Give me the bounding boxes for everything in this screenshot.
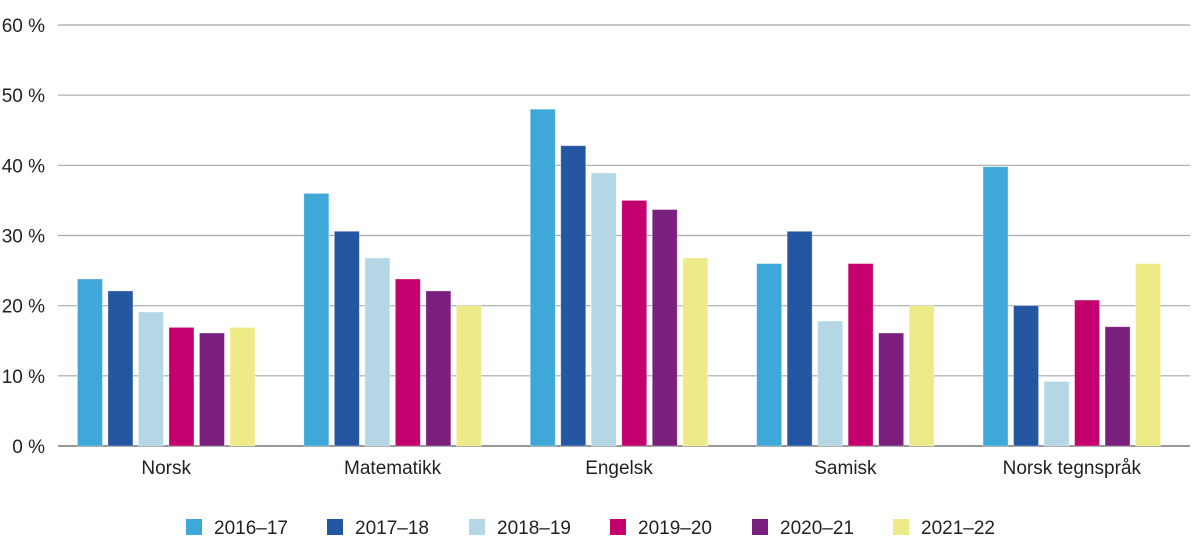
legend-label: 2019–20	[638, 518, 712, 539]
bar	[1013, 305, 1039, 447]
bar	[229, 327, 256, 447]
bar	[817, 320, 844, 447]
legend-label: 2016–17	[214, 518, 288, 539]
bar	[682, 257, 709, 447]
x-tick-label: Matematikk	[344, 458, 442, 479]
x-axis-tick-labels: Norsk Matematikk Engelsk Samisk Norsk tegnsp…	[141, 458, 1141, 479]
y-tick-label: 30 %	[2, 227, 45, 248]
legend-item: 2019–20	[610, 518, 712, 539]
legend-swatch	[610, 519, 626, 535]
bar	[621, 200, 648, 447]
legend-item: 2016–17	[186, 518, 288, 539]
x-tick-label: Norsk	[141, 458, 191, 479]
legend-label: 2021–22	[921, 518, 995, 539]
legend-item: 2021–22	[893, 518, 995, 539]
legend-label: 2018–19	[497, 518, 571, 539]
bar	[77, 278, 103, 447]
bar	[394, 278, 421, 447]
bar	[908, 305, 935, 447]
y-tick-label: 50 %	[2, 86, 45, 107]
bar	[529, 108, 556, 447]
bar	[847, 263, 874, 447]
bar	[982, 166, 1009, 447]
bar	[333, 230, 360, 447]
legend: 2016–17 2017–18 2018–19 2019–20 2020–21 2021–…	[186, 518, 995, 539]
bar	[303, 192, 330, 447]
bar	[168, 327, 195, 447]
y-axis-tick-labels: 0 % 10 % 20 % 30 % 40 % 50 % 60 %	[2, 16, 45, 458]
legend-label: 2020–21	[780, 518, 854, 539]
y-tick-label: 0 %	[12, 437, 45, 458]
legend-item: 2020–21	[752, 518, 854, 539]
x-tick-label: Engelsk	[585, 458, 653, 479]
bar	[786, 230, 813, 447]
x-tick-label: Norsk tegnspråk	[1003, 458, 1142, 479]
legend-swatch	[893, 519, 909, 535]
bar	[1074, 299, 1100, 447]
bar	[651, 209, 678, 447]
bar	[878, 332, 905, 447]
legend-item: 2017–18	[327, 518, 429, 539]
y-tick-label: 60 %	[2, 16, 45, 37]
bar	[199, 332, 225, 447]
bar	[107, 290, 134, 447]
bar	[1043, 381, 1070, 447]
legend-label: 2017–18	[355, 518, 429, 539]
bar	[425, 290, 452, 447]
bar	[1135, 263, 1161, 447]
y-tick-label: 40 %	[2, 156, 45, 177]
bar	[756, 263, 783, 447]
bar	[560, 145, 587, 447]
bar	[138, 311, 164, 447]
bars	[77, 108, 1161, 447]
legend-swatch	[752, 519, 768, 535]
bar	[455, 305, 482, 447]
bar	[364, 257, 391, 447]
bar	[1104, 326, 1131, 447]
x-tick-label: Samisk	[814, 458, 877, 479]
legend-swatch	[186, 519, 202, 535]
legend-swatch	[327, 519, 343, 535]
legend-item: 2018–19	[469, 518, 571, 539]
legend-swatch	[469, 519, 485, 535]
y-tick-label: 10 %	[2, 367, 45, 388]
bar	[590, 172, 617, 447]
y-tick-label: 20 %	[2, 297, 45, 318]
